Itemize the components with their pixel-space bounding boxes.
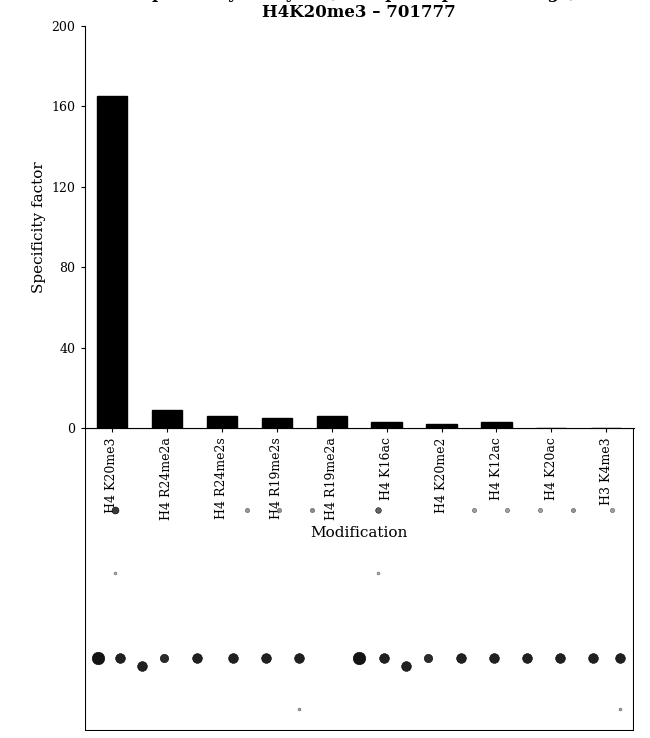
Bar [152, 410, 182, 428]
Bar [482, 422, 512, 428]
Bar [262, 418, 292, 428]
Title: Specificity Analysis (Multiple Peptide Average)
H4K20me3 – 701777: Specificity Analysis (Multiple Peptide A… [140, 0, 578, 21]
X-axis label: Modification: Modification [311, 525, 408, 539]
Bar [372, 422, 402, 428]
Y-axis label: Specificity factor: Specificity factor [32, 161, 46, 293]
Bar [426, 424, 456, 428]
Bar [207, 416, 237, 428]
Bar [97, 96, 127, 428]
Bar [317, 416, 346, 428]
